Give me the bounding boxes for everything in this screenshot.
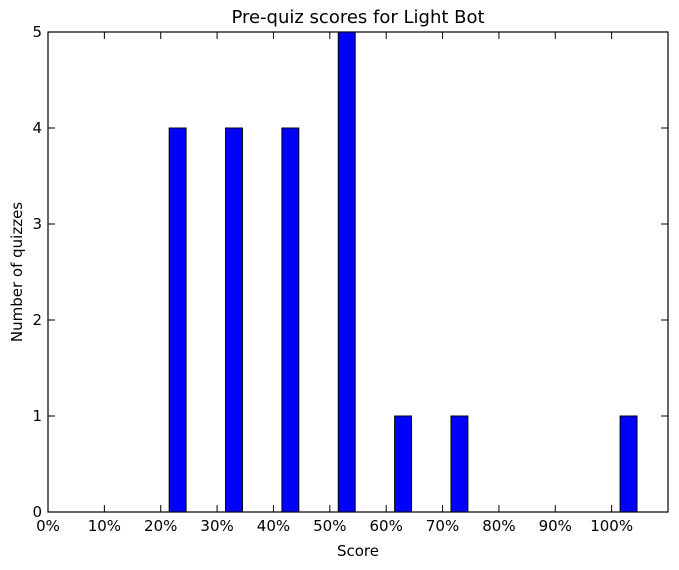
x-tick-label: 50% <box>313 517 346 535</box>
x-tick-label: 20% <box>144 517 177 535</box>
bar <box>337 31 356 513</box>
x-tick-label: 40% <box>257 517 290 535</box>
x-tick-label: 0% <box>36 517 60 535</box>
y-tick-label: 2 <box>32 311 42 329</box>
x-tick-label: 30% <box>200 517 233 535</box>
y-tick-label: 1 <box>32 407 42 425</box>
y-axis-ticks: 0 1 2 3 4 5 <box>32 23 668 521</box>
bars-group <box>168 31 638 513</box>
x-axis-ticks: 0% 10% 20% 30% 40% 50% 60% 70% 80% 90% 100% <box>36 32 633 535</box>
y-tick-label: 4 <box>32 119 42 137</box>
y-tick-label: 0 <box>32 503 42 521</box>
bar <box>168 127 187 513</box>
y-tick-label: 5 <box>32 23 42 41</box>
x-tick-label: 10% <box>88 517 121 535</box>
x-tick-label: 60% <box>370 517 403 535</box>
x-tick-label: 80% <box>482 517 515 535</box>
x-tick-label: 70% <box>426 517 459 535</box>
x-axis-title: Score <box>337 542 379 560</box>
plot-frame <box>47 31 669 513</box>
bar <box>619 415 638 513</box>
bar <box>450 415 469 513</box>
bar <box>281 127 300 513</box>
bar <box>394 415 413 513</box>
y-axis-title: Number of quizzes <box>8 202 26 342</box>
chart-title: Pre-quiz scores for Light Bot <box>231 7 484 28</box>
x-tick-label: 90% <box>539 517 572 535</box>
bar <box>225 127 243 513</box>
x-tick-label: 100% <box>590 517 633 535</box>
y-tick-label: 3 <box>32 215 42 233</box>
